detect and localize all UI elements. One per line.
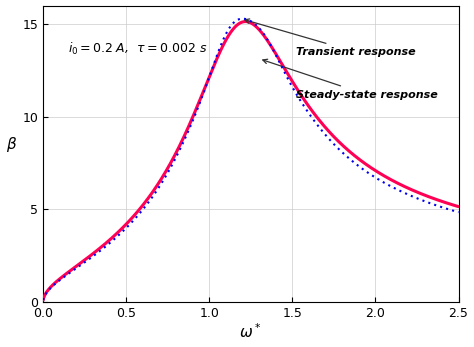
Text: Transient response: Transient response [245, 19, 415, 57]
X-axis label: $\omega^*$: $\omega^*$ [239, 323, 262, 341]
Text: Steady-state response: Steady-state response [263, 59, 438, 100]
Text: $i_0 = 0.2$ A,  $\tau = 0.002$ s: $i_0 = 0.2$ A, $\tau = 0.002$ s [68, 41, 207, 57]
Y-axis label: $\beta$: $\beta$ [6, 135, 17, 154]
